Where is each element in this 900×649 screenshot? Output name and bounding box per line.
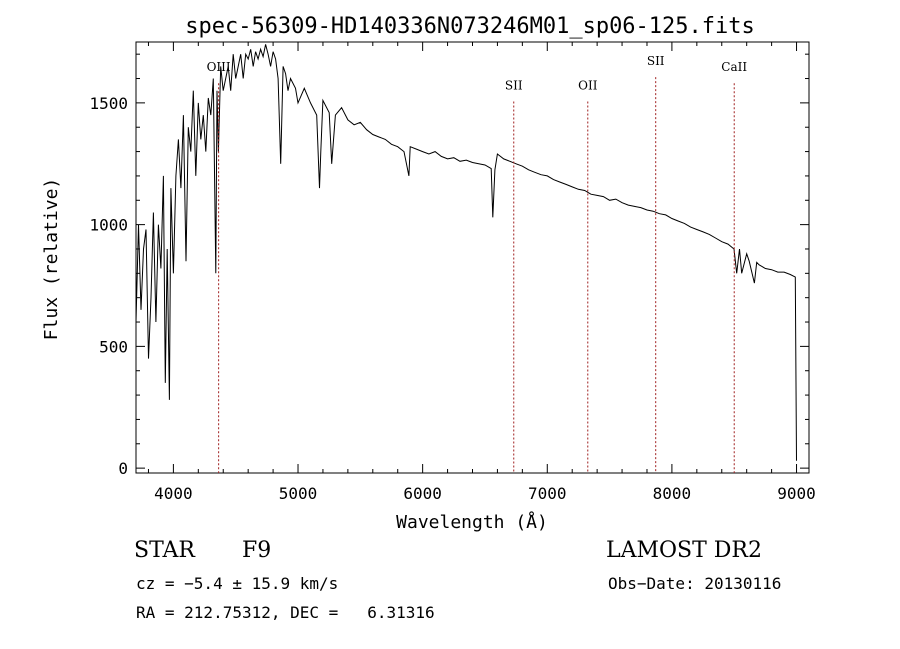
x-tick-label: 8000 [653, 484, 692, 503]
subclass: F9 [242, 538, 272, 563]
line-marker-label: SII [647, 54, 665, 68]
line-marker-label: OII [578, 78, 598, 92]
line-annotations: OIII SII OII SII CaII [207, 54, 747, 473]
x-axis-label: Wavelength (Å) [396, 511, 548, 533]
object-class: STAR [134, 538, 195, 563]
y-tick-label: 1000 [89, 216, 128, 235]
y-axis: 0 500 1000 1500 [89, 53, 809, 478]
obs-date: Obs−Date: 20130116 [608, 574, 782, 593]
x-tick-label: 5000 [279, 484, 318, 503]
chart-title: spec-56309-HD140336N073246M01_sp06-125.f… [185, 14, 755, 39]
spectrum-line [135, 44, 797, 461]
x-tick-label: 9000 [777, 484, 816, 503]
coordinates: RA = 212.75312, DEC = 6.31316 [136, 603, 435, 622]
y-axis-label: Flux (relative) [41, 178, 62, 341]
y-tick-label: 0 [118, 459, 128, 478]
x-tick-label: 6000 [403, 484, 442, 503]
redshift-cz: cz = −5.4 ± 15.9 km/s [136, 574, 339, 593]
x-axis: 4000 5000 6000 7000 8000 9000 [147, 42, 816, 503]
survey-name: LAMOST DR2 [606, 538, 762, 563]
plot-area [135, 44, 797, 461]
line-marker-label: CaII [721, 60, 747, 74]
line-marker-label: SII [505, 78, 523, 92]
x-tick-label: 4000 [154, 484, 193, 503]
y-tick-label: 500 [99, 337, 128, 356]
y-tick-label: 1500 [89, 94, 128, 113]
line-marker-label: OIII [207, 60, 231, 74]
x-tick-label: 7000 [528, 484, 567, 503]
plot-frame [135, 41, 810, 474]
